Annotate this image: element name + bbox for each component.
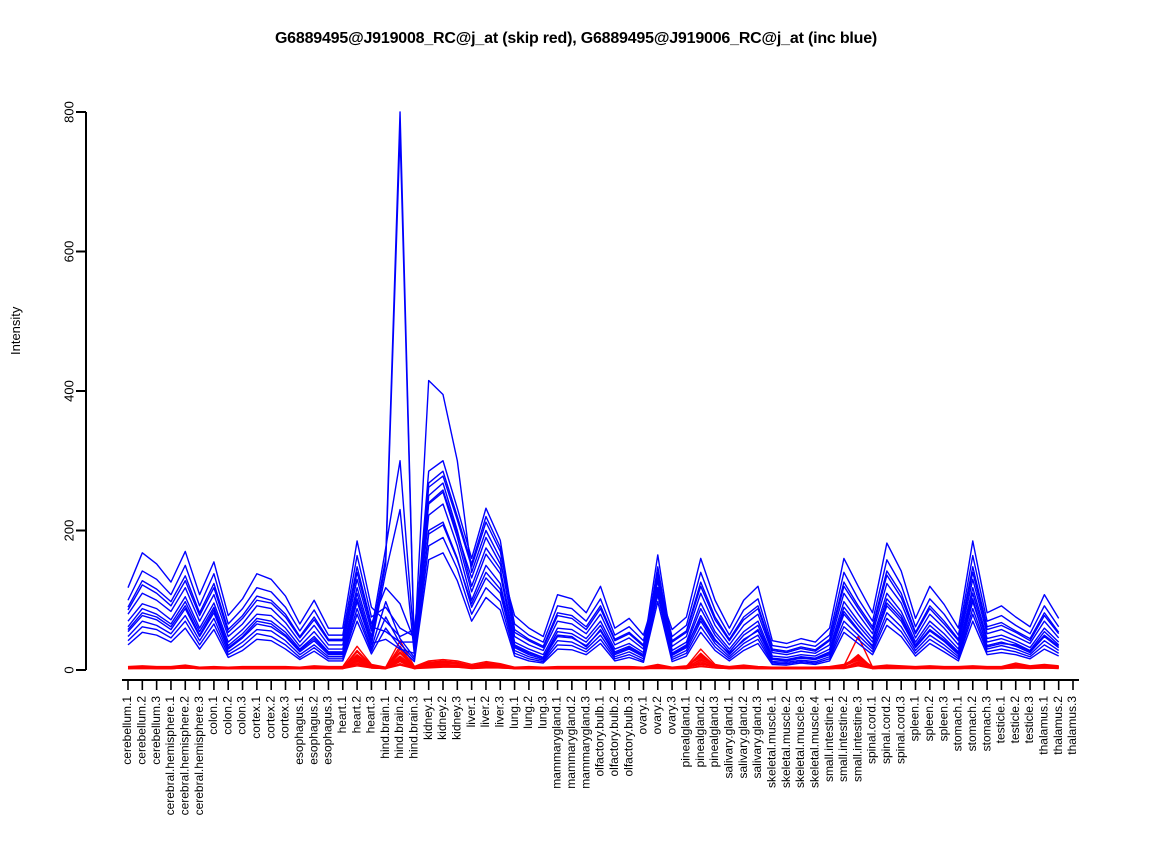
- x-axis-tick-label: salivary.gland.2: [736, 696, 750, 779]
- x-axis-tick-label: mammarygland.2: [564, 696, 578, 789]
- x-axis-tick-label: liver.2: [478, 696, 492, 728]
- y-axis-tick-label: 600: [61, 241, 76, 263]
- series-line: [127, 552, 1059, 666]
- x-axis-tick-label: small.intestine.2: [836, 696, 850, 782]
- x-axis-tick-label: skeletal.muscle.2: [779, 696, 793, 788]
- x-axis-tick-label: mammarygland.1: [550, 696, 564, 789]
- x-axis-tick-label: stomach.1: [951, 696, 965, 752]
- x-axis-tick-label: cerebral.hemisphere.2: [177, 696, 191, 816]
- y-axis-tick-label: 0: [61, 666, 76, 673]
- chart-title: G6889495@J919008_RC@j_at (skip red), G68…: [274, 30, 878, 47]
- x-axis-tick-label: ovary.2: [650, 696, 664, 735]
- x-axis-tick-label: kidney.2: [435, 696, 449, 740]
- series-line: [127, 111, 1060, 659]
- x-axis-tick-label: cerebellum.1: [120, 696, 134, 765]
- x-axis-tick-label: hind.brain.2: [392, 696, 406, 759]
- x-axis-tick-label: cerebral.hemisphere.3: [192, 696, 206, 816]
- x-axis-tick-label: heart.3: [364, 696, 378, 734]
- x-axis-tick-label: spinal.cord.1: [865, 696, 879, 764]
- y-axis: 0 200 400 600 800: [61, 101, 87, 674]
- x-axis-tick-label: esophagus.2: [306, 696, 320, 765]
- x-axis-tick-label: lung.2: [521, 696, 535, 729]
- x-axis-tick-label: cortex.3: [278, 696, 292, 739]
- x-axis-tick-label: salivary.gland.1: [722, 696, 736, 779]
- series-line: [127, 651, 1059, 669]
- series-line: [127, 132, 1060, 661]
- x-axis-tick-label: stomach.2: [965, 696, 979, 752]
- series-line: [127, 524, 1060, 661]
- x-axis-tick-label: spinal.cord.3: [893, 696, 907, 764]
- x-axis-tick-label: testicle.1: [994, 696, 1008, 744]
- x-axis-tick-label: stomach.3: [979, 696, 993, 752]
- y-axis-tick-label: 400: [61, 380, 76, 402]
- series-line: [127, 536, 1060, 665]
- x-axis-tick-label: spleen.2: [922, 696, 936, 742]
- series-line: [127, 475, 1060, 649]
- x-axis-tick-label: pinealgland.3: [707, 696, 721, 768]
- x-axis-tick-label: heart.2: [349, 696, 363, 734]
- series-line: [127, 460, 1060, 652]
- x-axis-tick-label: skeletal.muscle.1: [764, 696, 778, 788]
- x-axis-tick-label: thalamus.2: [1051, 696, 1065, 755]
- series-line: [127, 379, 1060, 656]
- x-axis: [122, 679, 1079, 690]
- series-line: [127, 489, 1060, 645]
- x-axis-tick-label: mammarygland.3: [578, 696, 592, 789]
- x-axis-tick-label: cerebral.hemisphere.1: [163, 696, 177, 816]
- x-axis-tick-label: spleen.3: [936, 696, 950, 742]
- x-axis-tick-label: pinealgland.2: [693, 696, 707, 768]
- series-line: [127, 521, 1060, 664]
- x-axis-tick-label: skeletal.muscle.4: [807, 696, 821, 788]
- x-axis-tick-label: colon.2: [220, 696, 234, 735]
- x-axis-tick-label: skeletal.muscle.3: [793, 696, 807, 788]
- x-axis-tick-label: liver.3: [492, 696, 506, 728]
- x-axis-tick-label: cortex.2: [263, 696, 277, 739]
- x-axis-tick-label: small.intestine.1: [822, 696, 836, 782]
- x-axis-tick-label: cortex.1: [249, 696, 263, 739]
- x-axis-tick-label: cerebellum.3: [149, 696, 163, 765]
- x-axis-tick-label: ovary.1: [636, 696, 650, 735]
- x-axis-tick-label: liver.1: [464, 696, 478, 728]
- x-axis-tick-label: hind.brain.1: [378, 696, 392, 759]
- x-axis-tick-label: testicle.3: [1022, 696, 1036, 744]
- x-axis-tick-label: thalamus.3: [1065, 696, 1079, 755]
- x-axis-tick-label: lung.1: [507, 696, 521, 729]
- x-axis-tick-label: spinal.cord.2: [879, 696, 893, 764]
- x-axis-tick-label: small.intestine.3: [850, 696, 864, 782]
- x-axis-tick-label: testicle.2: [1008, 696, 1022, 744]
- x-axis-tick-label: esophagus.3: [321, 696, 335, 765]
- x-axis-tick-label: lung.3: [535, 696, 549, 729]
- x-axis-tick-label: kidney.1: [421, 696, 435, 740]
- x-axis-tick-label: colon.1: [206, 696, 220, 735]
- x-axis-tick-label: thalamus.1: [1037, 696, 1051, 755]
- x-axis-tick-label: ovary.3: [664, 696, 678, 735]
- series-line: [127, 470, 1060, 654]
- x-axis-tick-label: olfactory.bulb.1: [593, 696, 607, 777]
- x-axis-tick-label: kidney.3: [449, 696, 463, 740]
- x-axis-tick-label: esophagus.1: [292, 696, 306, 765]
- y-axis-tick-label: 800: [61, 101, 76, 123]
- x-axis-tick-label: colon.3: [235, 696, 249, 735]
- data-lines: [127, 111, 1060, 670]
- x-axis-tick-label: hind.brain.3: [407, 696, 421, 759]
- x-axis-tick-label: heart.1: [335, 696, 349, 734]
- y-axis-tick-label: 200: [61, 520, 76, 542]
- series-line: [128, 664, 1059, 670]
- x-axis-tick-labels: cerebellum.1 cerebellum.2 cerebellum.3 cere…: [120, 696, 1079, 816]
- x-axis-tick-label: spleen.1: [908, 696, 922, 742]
- x-axis-tick-label: olfactory.bulb.2: [607, 696, 621, 777]
- x-axis-tick-label: salivary.gland.3: [750, 696, 764, 779]
- x-axis-tick-label: cerebellum.2: [134, 696, 148, 765]
- x-axis-tick-label: olfactory.bulb.3: [621, 696, 635, 777]
- x-axis-tick-label: pinealgland.1: [679, 696, 693, 768]
